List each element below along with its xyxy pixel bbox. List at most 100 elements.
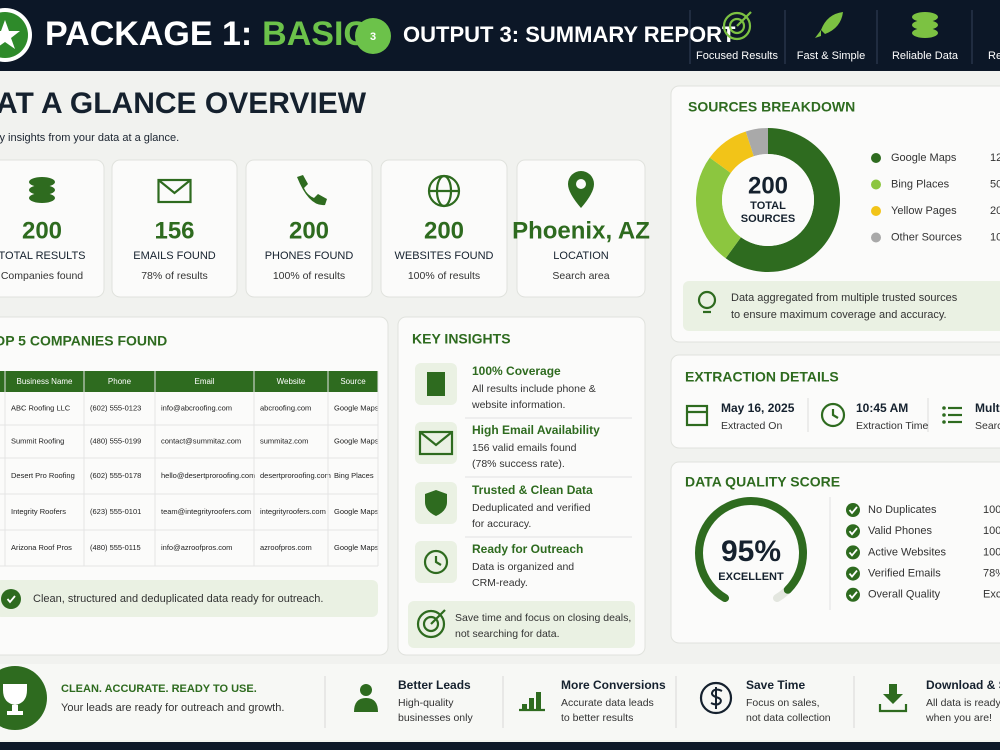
icon [699, 681, 733, 715]
extraction-label: Extracted On [721, 420, 782, 432]
legend-value: 50 [990, 178, 1000, 190]
companies-footer-box [0, 580, 378, 617]
cell: Google Maps [334, 436, 379, 445]
insight-text: All results include phone & [472, 383, 596, 395]
footer-item-title: Better Leads [398, 678, 471, 692]
icon [846, 503, 860, 517]
quality-title: DATA QUALITY SCORE [685, 474, 840, 490]
insight-text: CRM-ready. [472, 577, 528, 589]
insight-title: Ready for Outreach [472, 542, 583, 556]
cell: Google Maps [334, 507, 379, 516]
insight-text: 156 valid emails found [472, 442, 577, 454]
legend-swatch [871, 179, 881, 190]
cell: desertproroofing.com [260, 471, 331, 480]
icon [522, 704, 527, 710]
icon [419, 431, 453, 447]
cell: (623) 555-0101 [90, 507, 141, 516]
cell: contact@summitaz.com [161, 436, 241, 445]
footer-item-title: Save Time [746, 678, 805, 692]
insight-text: Data is organized and [472, 561, 574, 573]
footer-item-text: Focus on sales, [746, 697, 820, 709]
insight-text: Deduplicated and verified [472, 502, 591, 514]
legend-label: Other Sources [891, 231, 962, 243]
sources-note: to ensure maximum coverage and accuracy. [731, 309, 947, 321]
feature-label: Reliable Data [892, 50, 959, 62]
icon [354, 698, 378, 712]
footer-item-text: not data collection [746, 712, 831, 724]
icon [848, 570, 858, 579]
sources-title: SOURCES BREAKDOWN [688, 99, 855, 115]
stat-value: 200 [424, 217, 464, 244]
extraction-value: 10:45 AM [856, 401, 908, 415]
sources-note-box [683, 281, 1000, 331]
cell: Bing Places [334, 471, 374, 480]
stat-card [245, 159, 373, 298]
legend-value: 120 [990, 152, 1000, 164]
stat-value: Phoenix, AZ [512, 217, 650, 244]
icon [29, 177, 55, 187]
footer-item-text: to better results [561, 712, 633, 724]
cell: summitaz.com [260, 436, 308, 445]
quality-value: 100% [983, 546, 1000, 558]
extraction-label: Searc [975, 420, 1000, 432]
title-highlight: BASIC [262, 15, 368, 53]
insight-title: High Email Availability [472, 423, 600, 437]
overview-title: AT A GLANCE OVERVIEW [0, 87, 367, 120]
stat-note: 78% of results [141, 270, 208, 282]
icon [848, 548, 858, 557]
cell: (602) 555-0123 [90, 403, 141, 412]
stat-note: Companies found [1, 270, 83, 282]
stat-label: PHONES FOUND [265, 250, 354, 262]
cell: Google Maps [334, 403, 379, 412]
cell: (480) 555-0115 [90, 543, 141, 552]
step-number: 3 [370, 31, 376, 43]
footer-item-title: More Conversions [561, 678, 666, 692]
footer-item-text: businesses only [398, 712, 473, 724]
icon [942, 413, 946, 417]
stat-label: TOTAL RESULTS [0, 250, 86, 262]
donut-slice [745, 128, 768, 157]
quality-label: Overall Quality [868, 589, 941, 601]
icon [422, 615, 440, 633]
table-header [0, 371, 378, 392]
icon [722, 11, 752, 41]
donut-total: 200 [748, 172, 788, 199]
footer-band [0, 664, 1000, 740]
icon [846, 545, 860, 560]
stat-note: 100% of results [408, 270, 480, 282]
icon [427, 372, 445, 396]
insight-text: for accuracy. [472, 518, 531, 530]
icon [697, 290, 717, 310]
extraction-value: May 16, 2025 [721, 401, 795, 415]
icon [157, 178, 192, 204]
icon [912, 28, 938, 38]
stat-note: Search area [552, 270, 609, 282]
gauge-value [695, 497, 807, 603]
cell: abcroofing.com [260, 403, 311, 412]
cell: Summit Roofing [11, 436, 64, 445]
stat-label: WEBSITES FOUND [394, 250, 493, 262]
companies-footer: Clean, structured and deduplicated data … [33, 593, 323, 605]
cell: info@abcroofing.com [161, 403, 232, 412]
icon [912, 12, 938, 22]
quality-label: No Duplicates [868, 504, 937, 516]
cell: Desert Pro Roofing [11, 471, 75, 480]
stat-note: 100% of results [273, 270, 345, 282]
insight-title: Trusted & Clean Data [472, 483, 593, 497]
icon [912, 20, 938, 30]
icon [831, 409, 839, 419]
legend-label: Yellow Pages [891, 205, 957, 217]
icon [846, 566, 860, 581]
legend-value: 10 [990, 231, 1000, 243]
cell: ABC Roofing LLC [11, 403, 71, 412]
extraction-value: Multip [975, 401, 1000, 415]
icon [568, 171, 594, 208]
header-bar [0, 0, 1000, 71]
icon [815, 12, 843, 38]
feature-label: Re [988, 50, 1000, 62]
icon [1, 589, 21, 609]
quality-value: 78% [983, 568, 1000, 580]
stat-label: EMAILS FOUND [133, 250, 216, 262]
icon [423, 549, 449, 575]
